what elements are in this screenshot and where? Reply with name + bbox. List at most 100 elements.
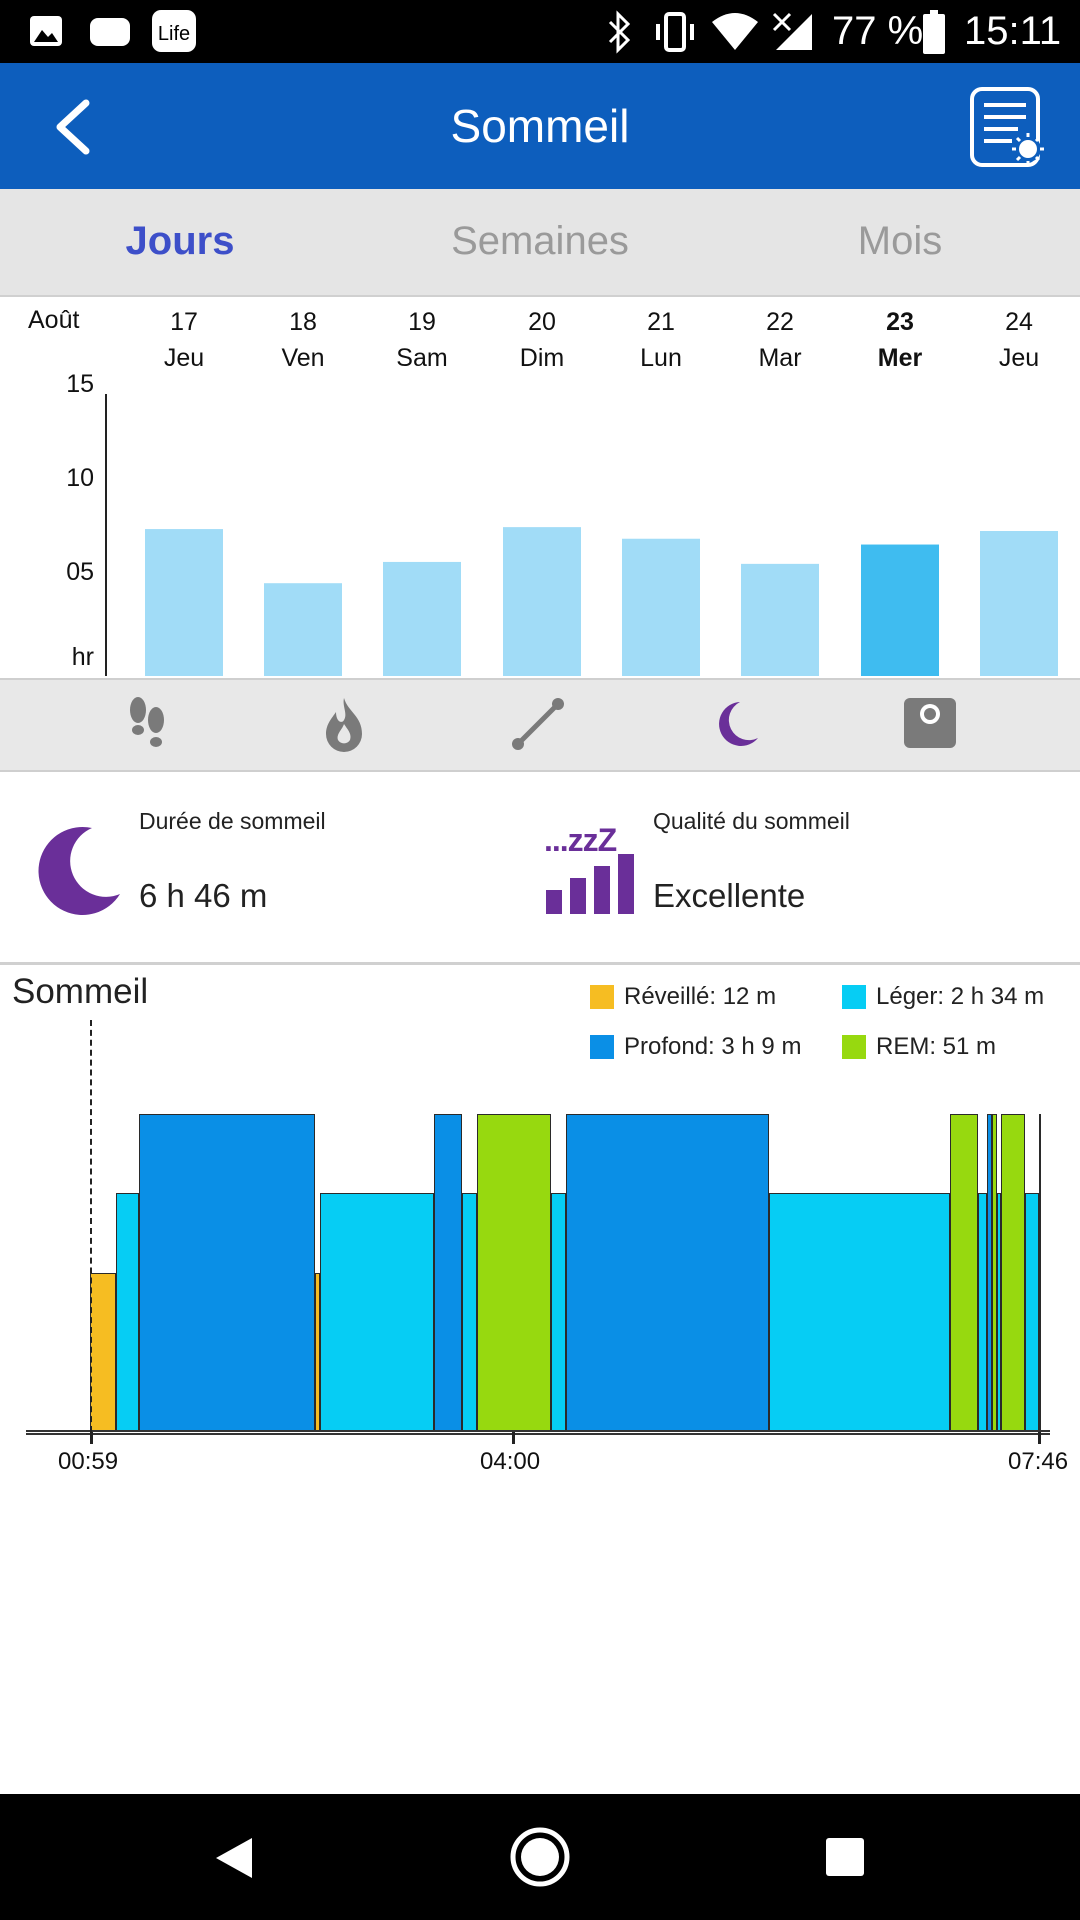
time-label-end: 07:46 [1008, 1448, 1069, 1475]
app-bar: Sommeil [0, 63, 1080, 189]
battery-percent: 77 % [832, 9, 924, 53]
day-number: 17 [170, 308, 198, 336]
sleep-segment-rem [949, 1114, 978, 1431]
day-22[interactable]: 22 Mar [730, 304, 830, 376]
clock: 15:11 [964, 9, 1062, 53]
day-bar[interactable] [264, 583, 342, 676]
day-name: Mer [877, 344, 923, 372]
day-20[interactable]: 20 Dim [492, 304, 592, 376]
sleep-segment-light [115, 1193, 140, 1431]
sleep-segment-light [319, 1193, 435, 1431]
zzz-label: ...zzZ [544, 822, 617, 858]
sleep-segment-light [996, 1193, 1002, 1431]
legend-awake-swatch [590, 985, 614, 1009]
day-name: Jeu [998, 344, 1040, 372]
time-axis [26, 1430, 1050, 1435]
moon-icon [38, 826, 121, 915]
daily-sleep-chart [105, 394, 1058, 676]
legend-light: Léger: 2 h 34 m [876, 983, 1045, 1010]
distance-icon[interactable] [508, 694, 568, 754]
legend-rem-swatch [842, 1035, 866, 1059]
time-tick [1038, 1432, 1041, 1444]
divider [0, 962, 1080, 965]
day-name: Ven [281, 344, 325, 372]
tab-jours[interactable]: Jours [125, 219, 235, 263]
lifetrak-notification-icon: Life [152, 10, 196, 52]
day-bar[interactable] [741, 563, 819, 676]
legend-deep-swatch [590, 1035, 614, 1059]
day-number: 23 [886, 308, 914, 336]
sleep-segment-deep [139, 1114, 315, 1431]
cell-signal-icon [772, 12, 812, 50]
sleep-quality-label: Qualité du sommeil [653, 808, 850, 834]
sleep-segment-rem [476, 1114, 552, 1431]
report-sun-icon[interactable] [968, 85, 1048, 169]
sleep-segment-rem [991, 1114, 997, 1431]
day-18[interactable]: 18 Ven [253, 304, 353, 376]
time-tick [90, 1432, 93, 1444]
signal-bars-icon [546, 854, 634, 914]
day-number: 24 [1005, 308, 1033, 336]
battery-icon [923, 10, 945, 54]
y-tick-label: 15 [66, 370, 94, 398]
day-name: Mar [758, 344, 802, 372]
sleep-chart-title: Sommeil [12, 972, 149, 1011]
nav-recents-icon[interactable] [824, 1836, 866, 1878]
day-21[interactable]: 21 Lun [611, 304, 711, 376]
day-24[interactable]: 24 Jeu [969, 304, 1069, 376]
start-marker [90, 1020, 92, 1432]
tab-semaines[interactable]: Semaines [451, 219, 629, 263]
metric-selector [0, 678, 1080, 772]
sleep-segment-light [551, 1193, 566, 1431]
sleep-segment-rem [1001, 1114, 1025, 1431]
flame-icon[interactable] [314, 694, 374, 754]
sleep-segment-light [977, 1193, 988, 1431]
day-bar[interactable] [145, 529, 223, 676]
day-name: Sam [396, 344, 448, 372]
day-number: 18 [289, 308, 317, 336]
sleep-segment-light [1024, 1193, 1039, 1431]
time-label-start: 00:59 [58, 1448, 119, 1475]
y-axis-unit: hr [71, 643, 94, 671]
page-title: Sommeil [450, 100, 630, 152]
sleep-segment-deep [1038, 1114, 1041, 1431]
legend-rem: REM: 51 m [876, 1033, 997, 1060]
day-name: Dim [519, 344, 565, 372]
day-19[interactable]: 19 Sam [372, 304, 472, 376]
legend-awake: Réveillé: 12 m [624, 983, 777, 1010]
footsteps-icon[interactable] [118, 694, 178, 754]
sleep-quality-value: Excellente [653, 877, 806, 914]
back-button[interactable] [48, 97, 98, 157]
sleep-segment-light [769, 1193, 950, 1431]
day-17[interactable]: 17 Jeu [134, 304, 234, 376]
sleep-duration-value: 6 h 46 m [139, 877, 268, 914]
sleep-duration-label: Durée de sommeil [139, 808, 326, 834]
day-bar[interactable] [861, 544, 939, 676]
tab-mois[interactable]: Mois [857, 219, 943, 263]
time-tick [512, 1432, 515, 1444]
cloud-notification-icon [90, 18, 130, 46]
month-label: Août [28, 306, 80, 334]
gallery-notification-icon [30, 16, 62, 46]
sleep-segment-light [462, 1193, 477, 1431]
moon-icon[interactable] [704, 694, 764, 754]
sleep-segment-deep [434, 1114, 463, 1431]
nav-back-icon[interactable] [212, 1834, 256, 1882]
legend-deep: Profond: 3 h 9 m [624, 1033, 802, 1060]
vibrate-icon [656, 12, 694, 52]
period-tabs: Jours Semaines Mois [0, 189, 1080, 297]
day-number: 19 [408, 308, 436, 336]
day-bar[interactable] [980, 531, 1058, 676]
day-number: 20 [528, 308, 556, 336]
sleep-segment-deep [565, 1114, 770, 1431]
day-23[interactable]: 23 Mer [850, 304, 950, 376]
sleep-segment-awake [90, 1273, 116, 1431]
nav-home-icon[interactable] [508, 1825, 572, 1889]
day-bar[interactable] [383, 561, 461, 676]
day-bar[interactable] [622, 538, 700, 676]
time-label-mid: 04:00 [480, 1448, 541, 1475]
status-bar: Life 77 % 15:11 [0, 0, 1080, 63]
scale-icon[interactable] [900, 694, 960, 754]
y-tick-label: 10 [66, 464, 94, 492]
day-bar[interactable] [503, 527, 581, 676]
